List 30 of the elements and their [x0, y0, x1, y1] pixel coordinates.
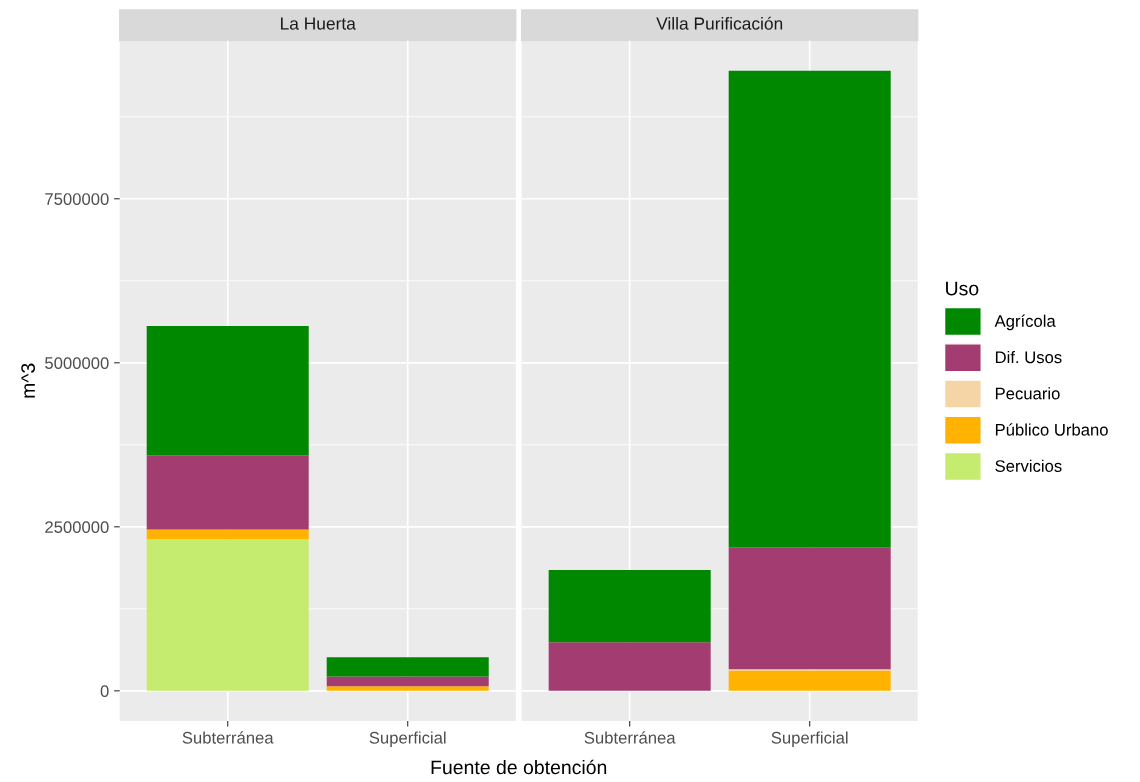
legend-label: Dif. Usos: [995, 350, 1062, 364]
bar: [326, 657, 489, 677]
y-axis-title: m^3: [21, 363, 36, 398]
bar: [146, 529, 309, 540]
bar: [548, 642, 711, 691]
x-tick-label: Subterránea: [584, 731, 676, 744]
bar: [146, 326, 309, 456]
y-tick-label: 5000000: [45, 357, 109, 369]
x-tick-label: Superficial: [369, 731, 446, 747]
bar: [146, 455, 309, 530]
x-tick-label: Subterránea: [182, 731, 274, 744]
legend-label: Pecuario: [995, 387, 1060, 400]
bar: [728, 547, 891, 670]
legend-label: Servicios: [995, 459, 1062, 472]
y-tick-label: 2500000: [45, 521, 109, 534]
legend-label: Agrícola: [994, 314, 1056, 331]
bar: [728, 70, 891, 548]
legend-label: Público Urbano: [995, 423, 1108, 436]
legend-title: Uso: [946, 281, 979, 296]
bar: [728, 670, 891, 691]
bar: [548, 570, 711, 643]
y-tick-label: 0: [100, 685, 109, 698]
x-tick-label: Superficial: [771, 731, 848, 747]
bar: [326, 686, 489, 691]
y-tick-label: 7500000: [45, 193, 109, 205]
bar: [326, 676, 489, 687]
chart-title: Villa Purificación: [656, 16, 783, 30]
chart-title: La Huerta: [281, 17, 356, 30]
bar: [146, 539, 309, 691]
x-axis-title: Fuente de obtención: [431, 759, 607, 775]
